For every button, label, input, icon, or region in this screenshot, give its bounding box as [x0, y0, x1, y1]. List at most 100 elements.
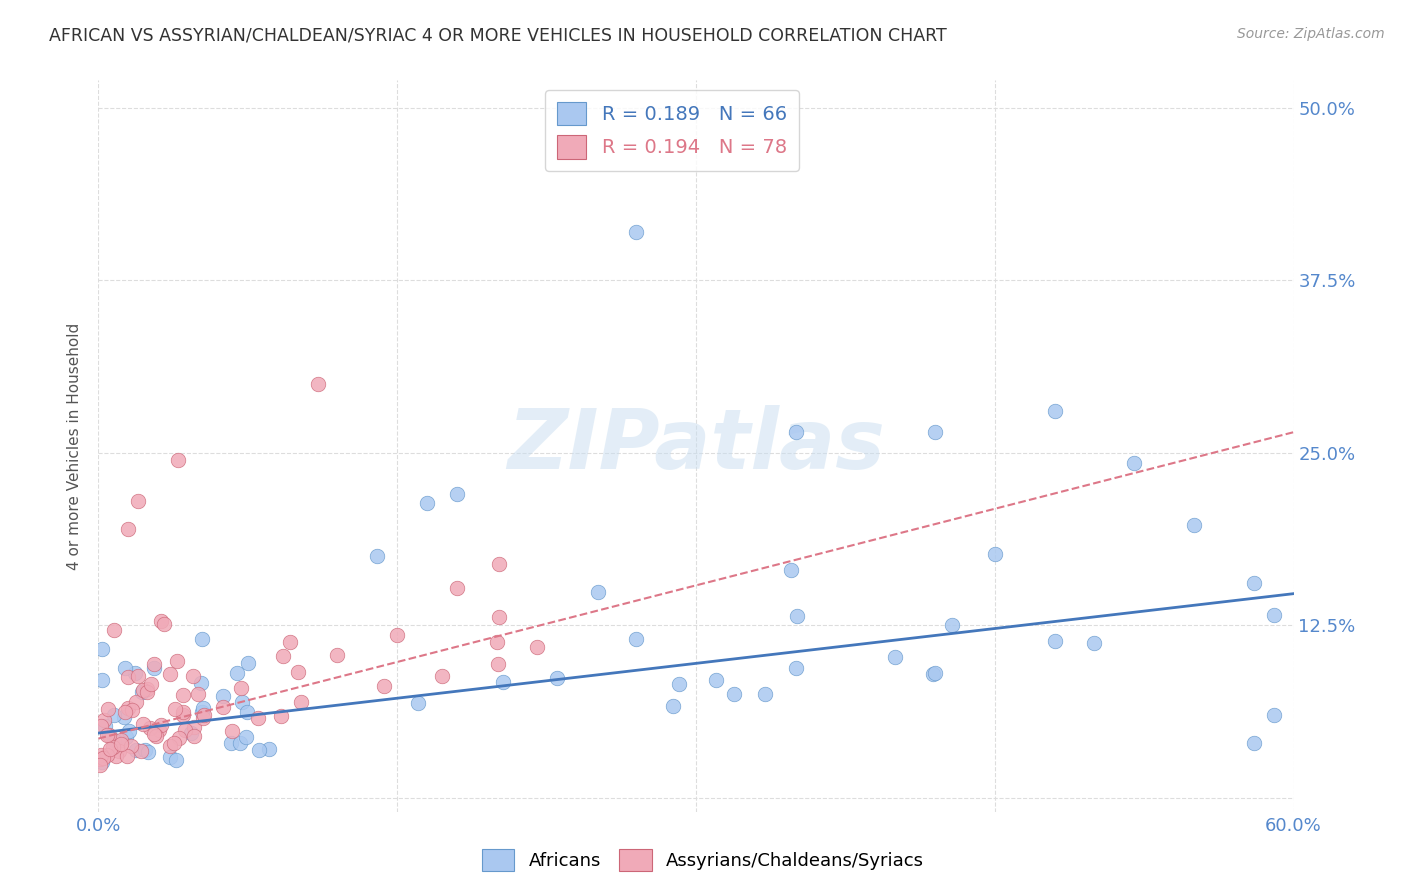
Point [91, 642, 114, 657]
Point [270, 709, 292, 723]
Point [307, 376, 329, 391]
Point [91, 750, 114, 764]
Point [193, 708, 215, 723]
Point [257, 742, 280, 756]
Point [159, 739, 181, 753]
Point [191, 711, 214, 725]
Point [183, 729, 205, 743]
Point [231, 681, 253, 695]
Point [1043, 404, 1066, 418]
Point [432, 669, 454, 683]
Point [101, 740, 124, 755]
Point [785, 425, 807, 440]
Point [271, 649, 294, 664]
Point [143, 661, 166, 675]
Point [546, 671, 568, 685]
Point [135, 682, 157, 697]
Point [492, 675, 515, 690]
Point [326, 648, 349, 663]
Point [922, 666, 945, 681]
Point [1083, 636, 1105, 650]
Point [1243, 736, 1265, 750]
Y-axis label: 4 or more Vehicles in Household: 4 or more Vehicles in Household [67, 322, 83, 570]
Point [278, 634, 301, 648]
Legend: Africans, Assyrians/Chaldeans/Syriacs: Africans, Assyrians/Chaldeans/Syriacs [475, 842, 931, 879]
Point [235, 730, 257, 744]
Point [110, 737, 132, 751]
Point [105, 749, 128, 764]
Point [149, 614, 172, 628]
Point [229, 736, 252, 750]
Point [136, 745, 159, 759]
Point [1043, 634, 1066, 648]
Point [148, 723, 170, 737]
Point [96, 728, 118, 742]
Legend: R = 0.189   N = 66, R = 0.194   N = 78: R = 0.189 N = 66, R = 0.194 N = 78 [546, 90, 799, 170]
Point [169, 731, 191, 746]
Point [139, 677, 162, 691]
Point [884, 649, 907, 664]
Point [136, 685, 159, 699]
Point [287, 665, 309, 679]
Point [132, 682, 155, 697]
Point [191, 700, 214, 714]
Point [373, 679, 395, 693]
Point [129, 744, 152, 758]
Point [108, 744, 131, 758]
Point [127, 494, 149, 508]
Point [786, 608, 808, 623]
Point [488, 610, 510, 624]
Point [1243, 575, 1265, 590]
Point [486, 657, 509, 671]
Point [626, 632, 648, 646]
Point [143, 727, 166, 741]
Point [446, 487, 468, 501]
Point [226, 666, 249, 681]
Point [165, 753, 187, 767]
Point [984, 548, 1007, 562]
Point [149, 718, 172, 732]
Point [704, 673, 727, 688]
Point [290, 695, 312, 709]
Point [138, 721, 160, 735]
Point [117, 701, 139, 715]
Point [924, 425, 946, 440]
Point [780, 563, 803, 577]
Point [187, 687, 209, 701]
Point [93, 719, 115, 733]
Point [172, 705, 194, 719]
Point [132, 717, 155, 731]
Point [103, 623, 125, 637]
Point [1263, 708, 1285, 723]
Point [114, 661, 136, 675]
Point [103, 733, 125, 747]
Point [143, 657, 166, 671]
Point [166, 654, 188, 668]
Point [246, 711, 269, 725]
Point [221, 723, 243, 738]
Point [668, 677, 690, 691]
Point [117, 670, 139, 684]
Point [446, 581, 468, 595]
Point [145, 729, 167, 743]
Point [93, 713, 115, 727]
Point [89, 752, 111, 766]
Point [190, 676, 212, 690]
Point [406, 697, 429, 711]
Point [125, 743, 148, 757]
Point [114, 709, 136, 723]
Point [416, 496, 439, 510]
Point [91, 756, 114, 770]
Point [110, 733, 132, 747]
Point [723, 687, 745, 701]
Point [626, 225, 648, 239]
Point [191, 632, 214, 647]
Point [163, 736, 186, 750]
Point [190, 706, 212, 720]
Point [91, 673, 114, 688]
Point [180, 726, 202, 740]
Point [586, 584, 609, 599]
Point [181, 669, 204, 683]
Point [485, 635, 508, 649]
Point [131, 685, 153, 699]
